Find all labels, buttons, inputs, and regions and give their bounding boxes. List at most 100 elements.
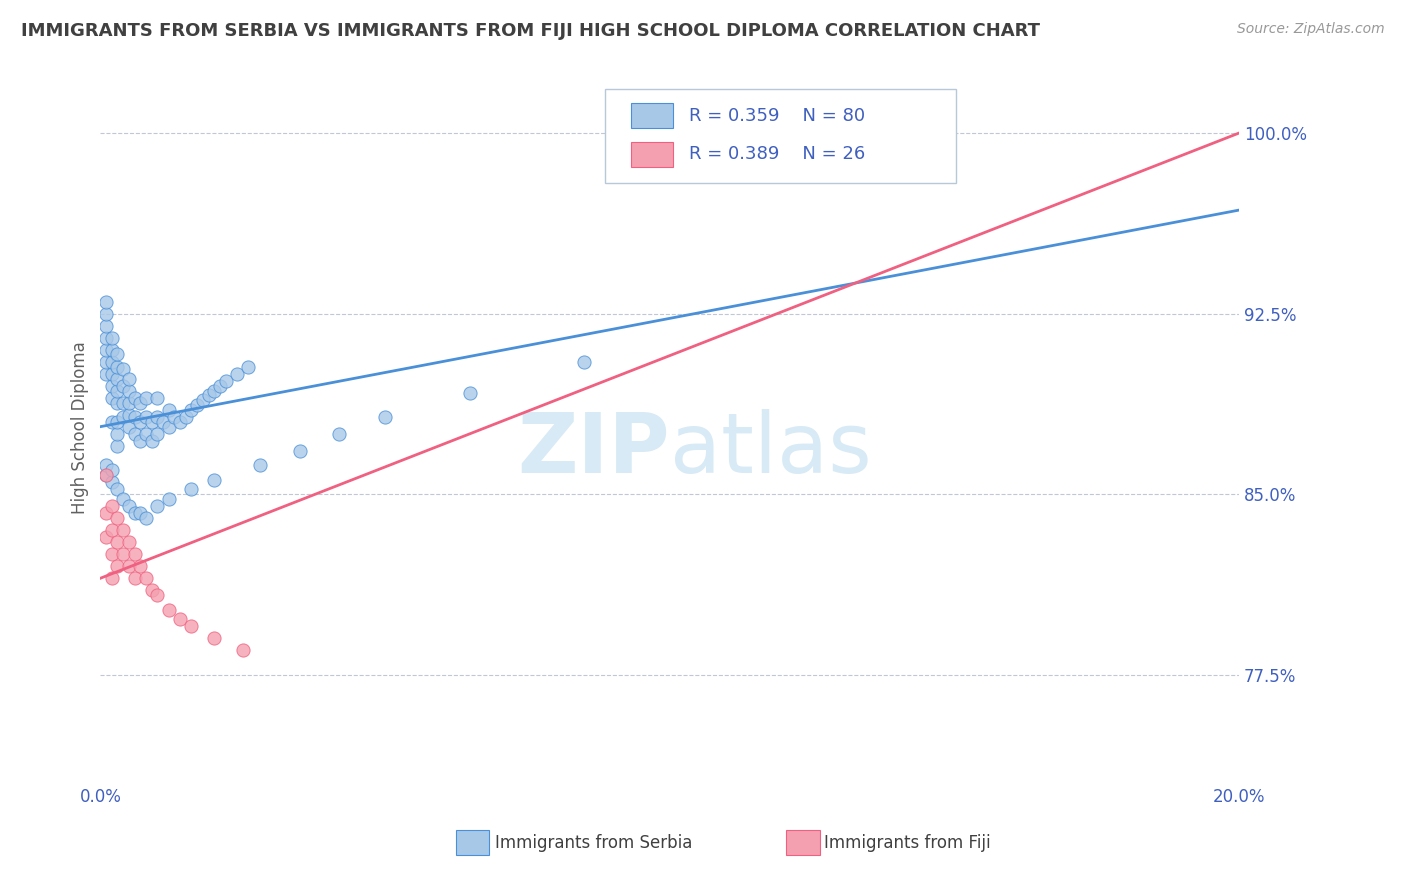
Point [100, 499, 122, 513]
Text: Immigrants from Serbia: Immigrants from Serbia [495, 834, 692, 852]
Point [141, 434, 163, 449]
Point [107, 384, 129, 398]
Text: ZIP: ZIP [517, 409, 669, 490]
Point [118, 535, 141, 549]
Point [124, 547, 146, 561]
Point [141, 583, 163, 598]
Point [94, 467, 117, 482]
Point [232, 643, 254, 657]
Point [100, 343, 122, 357]
Point [100, 367, 122, 381]
Point [124, 426, 146, 441]
Point [94, 294, 117, 309]
Point [129, 395, 152, 409]
Point [94, 331, 117, 345]
Point [129, 559, 152, 574]
Point [180, 482, 202, 496]
Point [249, 458, 271, 472]
Point [118, 559, 141, 574]
Point [288, 443, 311, 458]
Point [460, 386, 482, 401]
Point [214, 374, 236, 388]
Point [197, 388, 219, 402]
Text: Immigrants from Fiji: Immigrants from Fiji [824, 834, 991, 852]
Point [146, 588, 169, 602]
Point [129, 415, 152, 429]
Point [169, 612, 191, 626]
Point [118, 384, 141, 398]
Point [202, 632, 225, 646]
Point [94, 307, 117, 321]
Point [100, 475, 122, 489]
Point [202, 384, 225, 398]
Point [100, 391, 122, 405]
Point [152, 415, 174, 429]
Point [163, 410, 186, 425]
Point [94, 318, 117, 333]
Point [157, 419, 180, 434]
Point [107, 511, 129, 525]
Point [135, 571, 157, 585]
Point [112, 523, 135, 537]
Point [146, 426, 169, 441]
Point [107, 439, 129, 453]
Point [107, 426, 129, 441]
Point [112, 378, 135, 392]
Point [146, 410, 169, 425]
Point [572, 355, 595, 369]
Point [112, 362, 135, 376]
Point [94, 467, 117, 482]
Point [107, 415, 129, 429]
Point [100, 547, 122, 561]
Point [100, 355, 122, 369]
Point [858, 133, 880, 147]
Point [94, 458, 117, 472]
Point [328, 426, 350, 441]
Point [100, 463, 122, 477]
Point [94, 343, 117, 357]
Point [118, 408, 141, 422]
Point [124, 410, 146, 425]
Point [141, 415, 163, 429]
Point [112, 491, 135, 506]
Point [118, 371, 141, 385]
Point [94, 506, 117, 520]
Point [374, 410, 396, 425]
Point [129, 434, 152, 449]
Point [157, 491, 180, 506]
Point [146, 391, 169, 405]
Point [124, 571, 146, 585]
Point [238, 359, 260, 374]
Point [135, 511, 157, 525]
Point [100, 378, 122, 392]
Point [100, 523, 122, 537]
Text: R = 0.389    N = 26: R = 0.389 N = 26 [689, 145, 865, 163]
Point [129, 506, 152, 520]
Point [112, 547, 135, 561]
Point [208, 378, 231, 392]
Point [135, 391, 157, 405]
Point [118, 395, 141, 409]
Point [107, 482, 129, 496]
Point [180, 619, 202, 633]
Point [118, 499, 141, 513]
Point [169, 415, 191, 429]
Point [94, 530, 117, 544]
Point [100, 571, 122, 585]
Point [174, 410, 197, 425]
Point [94, 355, 117, 369]
Point [157, 602, 180, 616]
Point [107, 559, 129, 574]
Point [94, 367, 117, 381]
Point [157, 402, 180, 417]
Text: R = 0.359    N = 80: R = 0.359 N = 80 [689, 107, 865, 125]
Point [124, 506, 146, 520]
Point [226, 367, 249, 381]
Point [146, 499, 169, 513]
Point [180, 402, 202, 417]
Point [135, 426, 157, 441]
Point [100, 331, 122, 345]
Point [107, 395, 129, 409]
Point [191, 393, 214, 408]
Point [107, 359, 129, 374]
